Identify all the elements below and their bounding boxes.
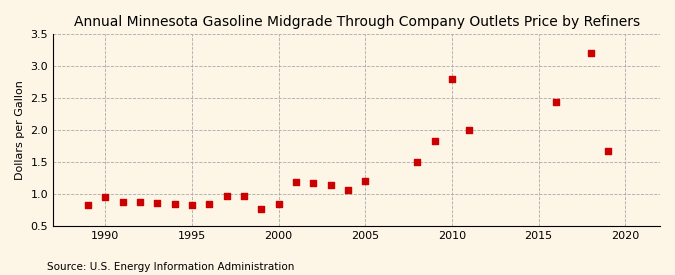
Title: Annual Minnesota Gasoline Midgrade Through Company Outlets Price by Refiners: Annual Minnesota Gasoline Midgrade Throu…: [74, 15, 640, 29]
Point: [100, 195, 111, 199]
Point: [273, 201, 284, 206]
Point: [186, 203, 197, 207]
Point: [342, 188, 353, 192]
Point: [221, 194, 232, 198]
Point: [256, 207, 267, 211]
Point: [152, 201, 163, 205]
Point: [429, 139, 440, 143]
Point: [204, 202, 215, 206]
Point: [360, 178, 371, 183]
Point: [308, 181, 319, 185]
Point: [412, 160, 423, 164]
Point: [585, 51, 596, 55]
Point: [134, 200, 145, 205]
Point: [169, 202, 180, 206]
Y-axis label: Dollars per Gallon: Dollars per Gallon: [15, 80, 25, 180]
Text: Source: U.S. Energy Information Administration: Source: U.S. Energy Information Administ…: [47, 262, 294, 272]
Point: [117, 199, 128, 204]
Point: [551, 100, 562, 104]
Point: [325, 183, 336, 187]
Point: [82, 203, 93, 207]
Point: [238, 194, 249, 198]
Point: [290, 180, 301, 185]
Point: [447, 77, 458, 81]
Point: [464, 128, 475, 132]
Point: [603, 148, 614, 153]
